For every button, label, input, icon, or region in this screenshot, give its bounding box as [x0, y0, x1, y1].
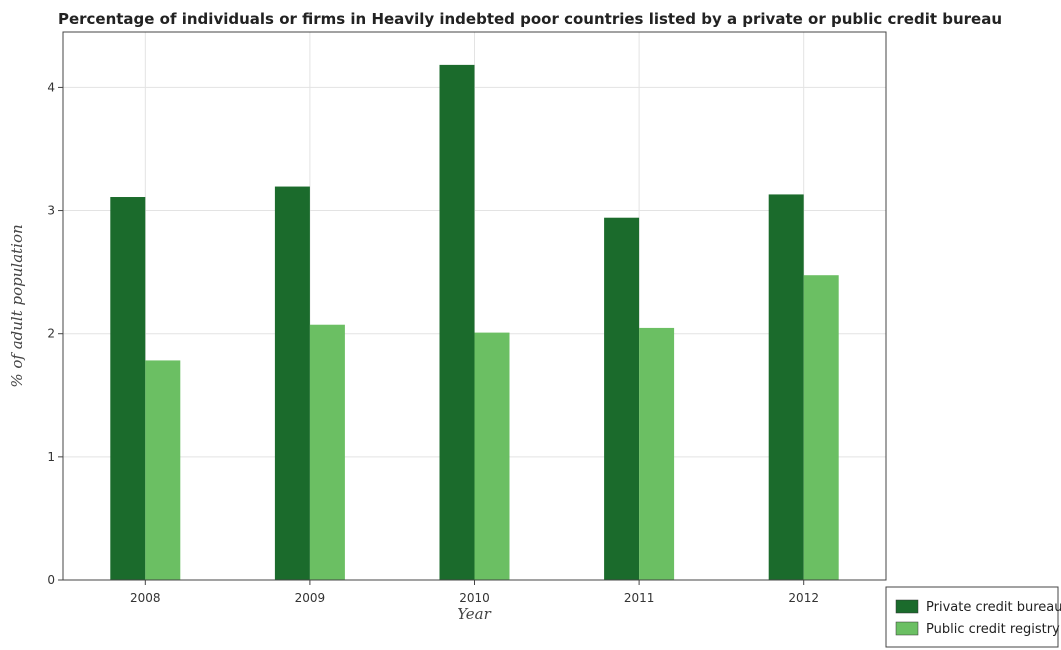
- y-tick-label: 3: [47, 204, 55, 218]
- bar-private-credit-bureau-2012: [768, 194, 804, 580]
- legend-box: [885, 586, 1059, 648]
- bar-private-credit-bureau-2008: [110, 197, 146, 580]
- chart-title: Percentage of individuals or firms in He…: [58, 10, 1002, 28]
- y-tick-label: 0: [47, 573, 55, 587]
- x-tick-label: 2008: [130, 591, 161, 605]
- x-tick-label: 2012: [788, 591, 819, 605]
- bar-public-credit-registry-2012: [803, 275, 839, 580]
- legend-swatch: [895, 621, 919, 636]
- bar-public-credit-registry-2011: [639, 327, 675, 580]
- y-tick-label: 2: [47, 327, 55, 341]
- bar-public-credit-registry-2008: [145, 360, 181, 580]
- bar-private-credit-bureau-2010: [439, 64, 475, 580]
- legend: Private credit bureau Public credit regis…: [885, 586, 1061, 648]
- bars: [110, 64, 839, 580]
- y-ticks: 0 1 2 3 4: [47, 80, 63, 587]
- y-tick-label: 1: [47, 450, 55, 464]
- y-tick-label: 4: [47, 80, 55, 94]
- y-axis-label: % of adult population: [8, 224, 26, 387]
- x-tick-label: 2009: [295, 591, 326, 605]
- bar-private-credit-bureau-2011: [604, 217, 640, 580]
- x-tick-label: 2011: [624, 591, 655, 605]
- legend-label: Public credit registry: [926, 622, 1060, 637]
- x-ticks: 2008 2009 2010 2011 2012: [130, 580, 819, 605]
- legend-swatch: [895, 599, 919, 614]
- legend-label: Private credit bureau: [926, 600, 1061, 615]
- bar-public-credit-registry-2010: [474, 332, 510, 580]
- x-axis-label: Year: [457, 605, 491, 623]
- bar-public-credit-registry-2009: [309, 324, 345, 580]
- x-tick-label: 2010: [459, 591, 490, 605]
- bar-private-credit-bureau-2009: [274, 186, 310, 580]
